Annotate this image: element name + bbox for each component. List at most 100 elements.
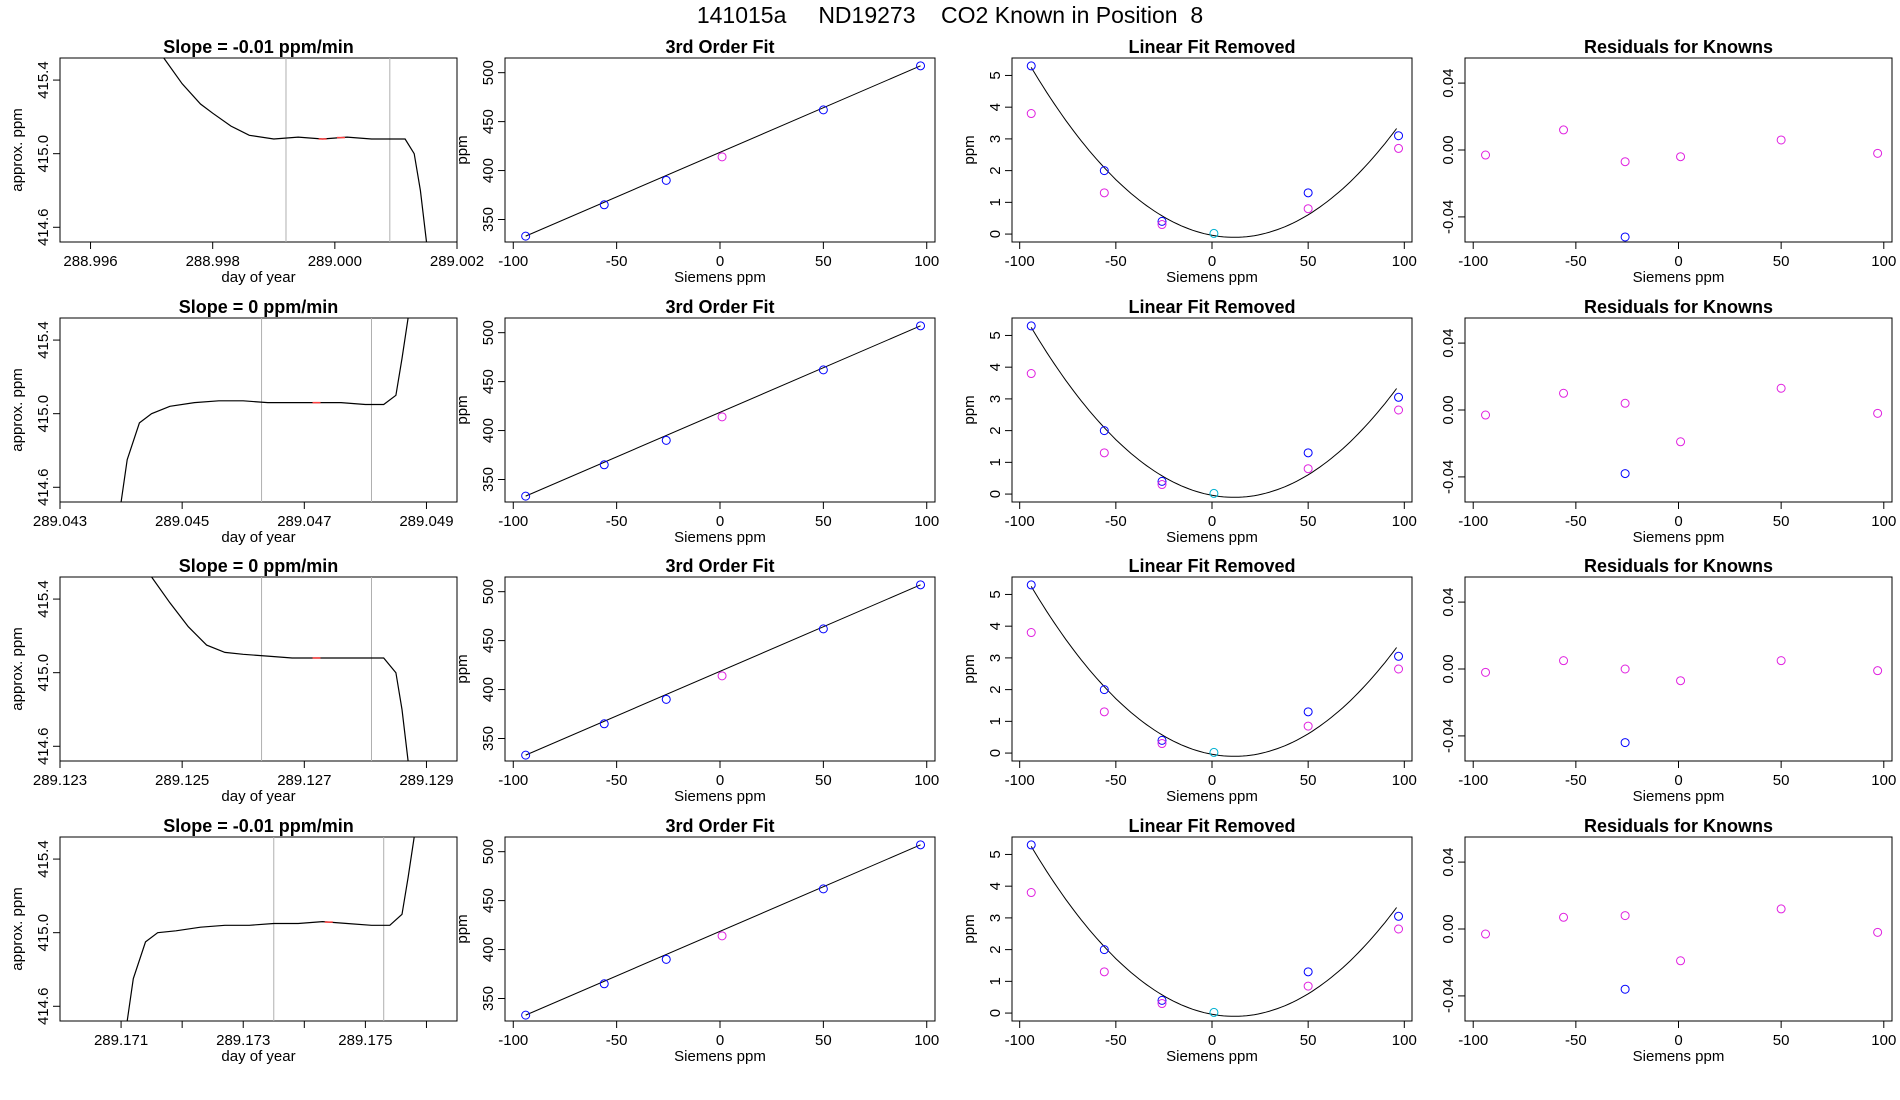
panel-title: Residuals for Knowns [1584, 816, 1773, 836]
x-axis-label: Siemens ppm [1633, 269, 1725, 286]
panel-title: Slope = 0 ppm/min [179, 556, 339, 576]
data-point-magenta [1303, 981, 1313, 991]
y-axis-label: ppm [961, 654, 978, 683]
y-tick-label: 400 [480, 158, 497, 183]
data-point-blue [1026, 61, 1036, 71]
x-tick-label: 100 [914, 772, 939, 789]
data-point-magenta [1620, 398, 1630, 408]
data-point-magenta [1620, 664, 1630, 674]
plot-data [163, 58, 428, 242]
data-point-magenta [1026, 109, 1036, 119]
x-tick-label: 289.175 [338, 1032, 392, 1049]
x-tick-label: -50 [1105, 1032, 1127, 1049]
x-tick-label: 0 [1674, 1032, 1682, 1049]
y-axis-label: approx. ppm [9, 627, 26, 710]
y-axis-label: ppm [454, 914, 471, 943]
x-tick-label: -50 [1105, 513, 1127, 530]
plot-data [1026, 580, 1404, 757]
data-point-blue [1026, 840, 1036, 850]
plot-frame [1011, 317, 1413, 503]
x-tick-label: -100 [498, 772, 528, 789]
data-point-magenta [1394, 924, 1404, 934]
plot-frame [1464, 576, 1893, 762]
y-tick-label: 3 [987, 914, 1004, 922]
x-tick-label: 50 [815, 1032, 832, 1049]
data-point-magenta [1099, 967, 1109, 977]
data-point-magenta [1157, 999, 1167, 1009]
data-point-magenta [1157, 220, 1167, 230]
y-tick-label: 2 [987, 685, 1004, 693]
data-point-blue [599, 719, 609, 729]
x-tick-label: 289.049 [399, 513, 453, 530]
y-tick-label: 1 [987, 977, 1004, 985]
figure-title: 141015a ND19273 CO2 Known in Position 8 [696, 2, 1204, 28]
plot-data [1481, 125, 1883, 242]
data-point-blue [1157, 476, 1167, 486]
y-tick-label: 450 [480, 109, 497, 134]
x-tick-label: 289.171 [94, 1032, 148, 1049]
data-point-blue [1394, 131, 1404, 141]
y-tick-label: 415.4 [35, 321, 52, 359]
data-point-blue [661, 954, 671, 964]
fit-curve [1030, 586, 1398, 757]
y-tick-label: 415.4 [35, 840, 52, 878]
y-tick-label: 415.0 [35, 914, 52, 952]
panel-title: 3rd Order Fit [665, 37, 774, 57]
y-tick-label: 0.04 [1440, 587, 1457, 616]
x-tick-label: 289.127 [277, 772, 331, 789]
y-tick-label: 415.0 [35, 654, 52, 692]
x-tick-label: 100 [1871, 513, 1896, 530]
y-tick-label: 350 [480, 467, 497, 492]
panel-r4-resid: Residuals for Knowns -100 -50 0 50 100 -0.04 0.… [1440, 816, 1896, 1065]
x-tick-label: 288.998 [186, 253, 240, 270]
y-tick-label: 414.6 [35, 469, 52, 507]
x-tick-label: 0 [1208, 1032, 1216, 1049]
panel-title: Residuals for Knowns [1584, 556, 1773, 576]
data-point-magenta [1620, 157, 1630, 167]
x-axis-label: Siemens ppm [1633, 1048, 1725, 1065]
y-tick-label: -0.04 [1440, 719, 1457, 753]
data-point-blue [1026, 580, 1036, 590]
data-point-blue [1620, 469, 1630, 479]
data-point-magenta [1157, 739, 1167, 749]
plot-data [1481, 383, 1883, 479]
data-point-magenta [1559, 912, 1569, 922]
panel-r2-time: Slope = 0 ppm/min 289.043 289.045 289.047 28… [9, 297, 458, 546]
panel-title: Residuals for Knowns [1584, 297, 1773, 317]
data-point-blue [1303, 967, 1313, 977]
data-point-blue [661, 694, 671, 704]
data-point-blue [916, 321, 926, 331]
x-tick-label: 50 [1773, 513, 1790, 530]
x-tick-label: 289.125 [155, 772, 209, 789]
y-axis-label: ppm [961, 914, 978, 943]
fit-line [525, 584, 921, 756]
y-tick-label: 1 [987, 717, 1004, 725]
y-tick-label: 415.4 [35, 61, 52, 99]
plot-frame [504, 57, 936, 243]
fit-curve [1030, 67, 1398, 238]
y-tick-label: 400 [480, 677, 497, 702]
x-tick-label: 50 [1773, 253, 1790, 270]
trace-line [151, 577, 409, 761]
y-tick-label: 0.04 [1440, 328, 1457, 357]
data-point-blue [599, 460, 609, 470]
data-point-magenta [1026, 628, 1036, 638]
panel-r2-linrem: Linear Fit Removed -100 -50 0 50 100 0 1 2 3 4 5 Sie… [961, 297, 1417, 546]
data-point-magenta [1676, 152, 1686, 162]
y-tick-label: 3 [987, 395, 1004, 403]
x-axis-label: Siemens ppm [1633, 788, 1725, 805]
trace-line [120, 318, 409, 502]
data-point-blue [916, 61, 926, 71]
panel-r3-linrem: Linear Fit Removed -100 -50 0 50 100 0 1 2 3 4 5 Sie… [961, 556, 1417, 805]
data-point-magenta [1099, 707, 1109, 717]
trace-line [163, 58, 428, 242]
x-tick-label: 50 [1773, 772, 1790, 789]
x-tick-label: 0 [1674, 513, 1682, 530]
data-point-magenta [1873, 666, 1883, 676]
panel-title: Slope = 0 ppm/min [179, 297, 339, 317]
x-tick-label: -50 [1565, 513, 1587, 530]
panel-title: Slope = -0.01 ppm/min [163, 37, 354, 57]
x-tick-label: 289.043 [33, 513, 87, 530]
panel-r1-fit: 3rd Order Fit -100 -50 0 50 100 350 400 450 500 Si… [454, 37, 939, 286]
x-tick-label: 100 [914, 513, 939, 530]
